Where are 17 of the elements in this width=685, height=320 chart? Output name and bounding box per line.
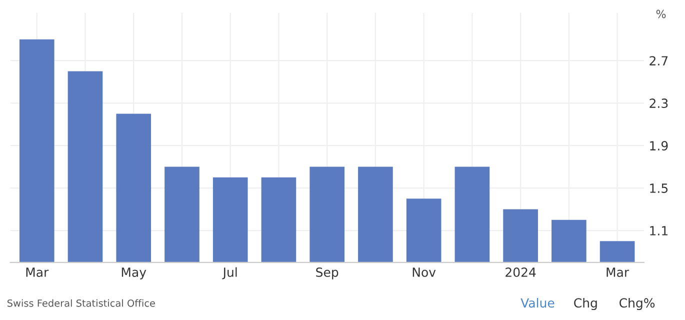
- y-tick-label: 1.5: [650, 184, 668, 193]
- text: Chg: [574, 298, 597, 310]
- x-tick-label: Sep: [316, 267, 338, 280]
- y-tick-label: 1.1: [650, 226, 668, 236]
- x-tick-label: May: [122, 268, 146, 280]
- y-axis-title: %: [656, 10, 666, 18]
- y-tick-label: 2.7: [650, 56, 668, 66]
- text: Value: [520, 298, 554, 308]
- y-tick-label: 2.3: [650, 98, 668, 108]
- text: Swiss Federal Statistical Office: [7, 299, 155, 307]
- x-tick-label: Mar: [26, 268, 49, 277]
- x-tick-label: Nov: [412, 268, 436, 277]
- text: Chg%: [620, 298, 655, 310]
- x-tick-label: Mar: [606, 268, 630, 277]
- x-tick-label: 2024: [506, 267, 536, 277]
- y-tick-label: 1.9: [650, 141, 668, 150]
- x-tick-label: Jul: [222, 267, 237, 280]
